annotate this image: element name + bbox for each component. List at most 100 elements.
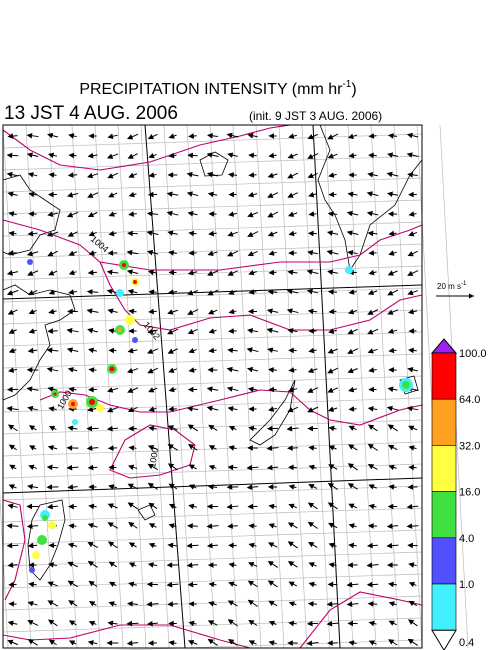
wind-arrow-head [108,230,115,237]
wind-arrow-head [367,601,374,607]
wind-arrow-head [148,387,155,393]
wind-arrow-head [187,581,194,588]
wind-arrow-head [207,250,214,257]
wind-arrow-head [208,424,215,431]
wind-arrow-head [7,562,14,568]
rain-cell [132,337,138,343]
wind-arrow-head [47,619,55,625]
wind-arrow-head [327,482,334,489]
wind-arrow-head [347,367,354,374]
wind-arrow-head [286,288,293,295]
wind-arrow-head [46,464,53,471]
wind-arrow-head [307,249,314,256]
wind-arrow-head [408,211,415,217]
init-time: (init. 9 JST 3 AUG. 2006) [249,109,382,123]
wind-arrow-head [308,328,315,334]
colorbar: 100.0 64.0 32.0 16.0 4.0 1.0 0.4 [430,338,487,650]
wind-arrow-head [8,347,15,354]
wind-arrow-head [187,290,194,296]
wind-arrow-head [168,503,176,509]
wind-arrow-head [287,211,295,217]
wind-arrow-head [247,231,254,237]
wind-arrow-head [207,484,214,490]
wind-arrow-head [148,542,155,549]
wind-arrow-head [168,386,175,393]
wind-arrow-head [307,601,314,607]
wind-arrow-head [7,620,14,627]
wind-arrow-head [167,309,174,315]
wind-arrow-head [128,522,135,528]
wind-arrow-head [388,250,395,256]
wind-arrow-head [87,406,94,413]
wind-arrow-head [406,132,413,139]
wind-arrow-head [47,386,54,392]
wind-arrow-head [68,620,76,626]
grid-line [140,124,170,649]
wind-arrow-head [226,386,233,392]
wind-arrow-head [208,328,215,334]
wind-arrow-head [328,172,335,178]
wind-arrow-head [67,367,74,373]
grid-line [301,124,331,649]
wind-arrow-head [387,444,395,450]
wind-arrow-head [267,580,275,586]
wind-arrow-head [148,406,155,412]
wind-arrow-head [387,290,394,296]
wind-arrow-head [368,640,375,646]
longitude-line [312,124,341,649]
wind-arrow-head [306,288,313,295]
coastline [317,124,423,272]
rain-cell [116,289,124,297]
wind-arrow-head [208,601,215,607]
wind-arrow-head [266,445,273,451]
wind-arrow-head [148,523,156,529]
wind-arrow-head [48,289,55,295]
wind-arrow-head [68,600,75,606]
wind-arrow-head [87,192,94,198]
wind-arrow-head [327,134,334,140]
wind-arrow-head [268,386,275,393]
wind-arrow-head [407,289,414,296]
wind-arrow-head [168,523,175,529]
wind-arrow-head [188,464,195,470]
wind-arrow-head [48,308,55,315]
wind-arrow-head [227,619,234,625]
wind-arrow-head [27,270,34,276]
rain-cell [402,381,410,389]
grid-line [2,485,423,501]
wind-arrow-head [368,367,375,373]
wind-arrow-head [348,152,355,159]
colorbar-segment [431,352,457,400]
wind-arrow-head [166,581,173,588]
wind-arrow-head [7,133,14,139]
wind-arrow-head [268,406,275,412]
wind-arrow-head [108,561,115,567]
precipitation [27,259,413,573]
wind-arrow-head [107,387,114,393]
wind-arrow-head [268,503,275,510]
wind-arrow-head [306,269,313,275]
wind-arrow-head [88,620,96,627]
wind-arrow-head [127,230,133,237]
wind-arrow-head [227,600,235,606]
grid-line [255,124,285,649]
wind-arrow-head [208,211,215,217]
wind-arrow-head [386,171,393,178]
wind-arrow-head [268,133,274,139]
wind-arrow-head [227,270,234,276]
wind-arrow-head [307,134,314,140]
wind-arrow-head [388,639,395,645]
wind-arrow-head [6,171,13,178]
wind-arrow-head [247,386,254,393]
wind-arrow-head [348,444,355,450]
wind-arrow-head [268,269,275,276]
wind-arrow-head [408,600,415,607]
wind-arrow-head [26,152,33,158]
rain-cell [133,280,137,284]
wind-arrow-head [408,425,415,431]
wind-arrow-head [146,581,153,588]
wind-arrow-head [348,289,355,295]
wind-arrow-head [88,580,95,587]
wind-arrow-head [187,152,194,159]
